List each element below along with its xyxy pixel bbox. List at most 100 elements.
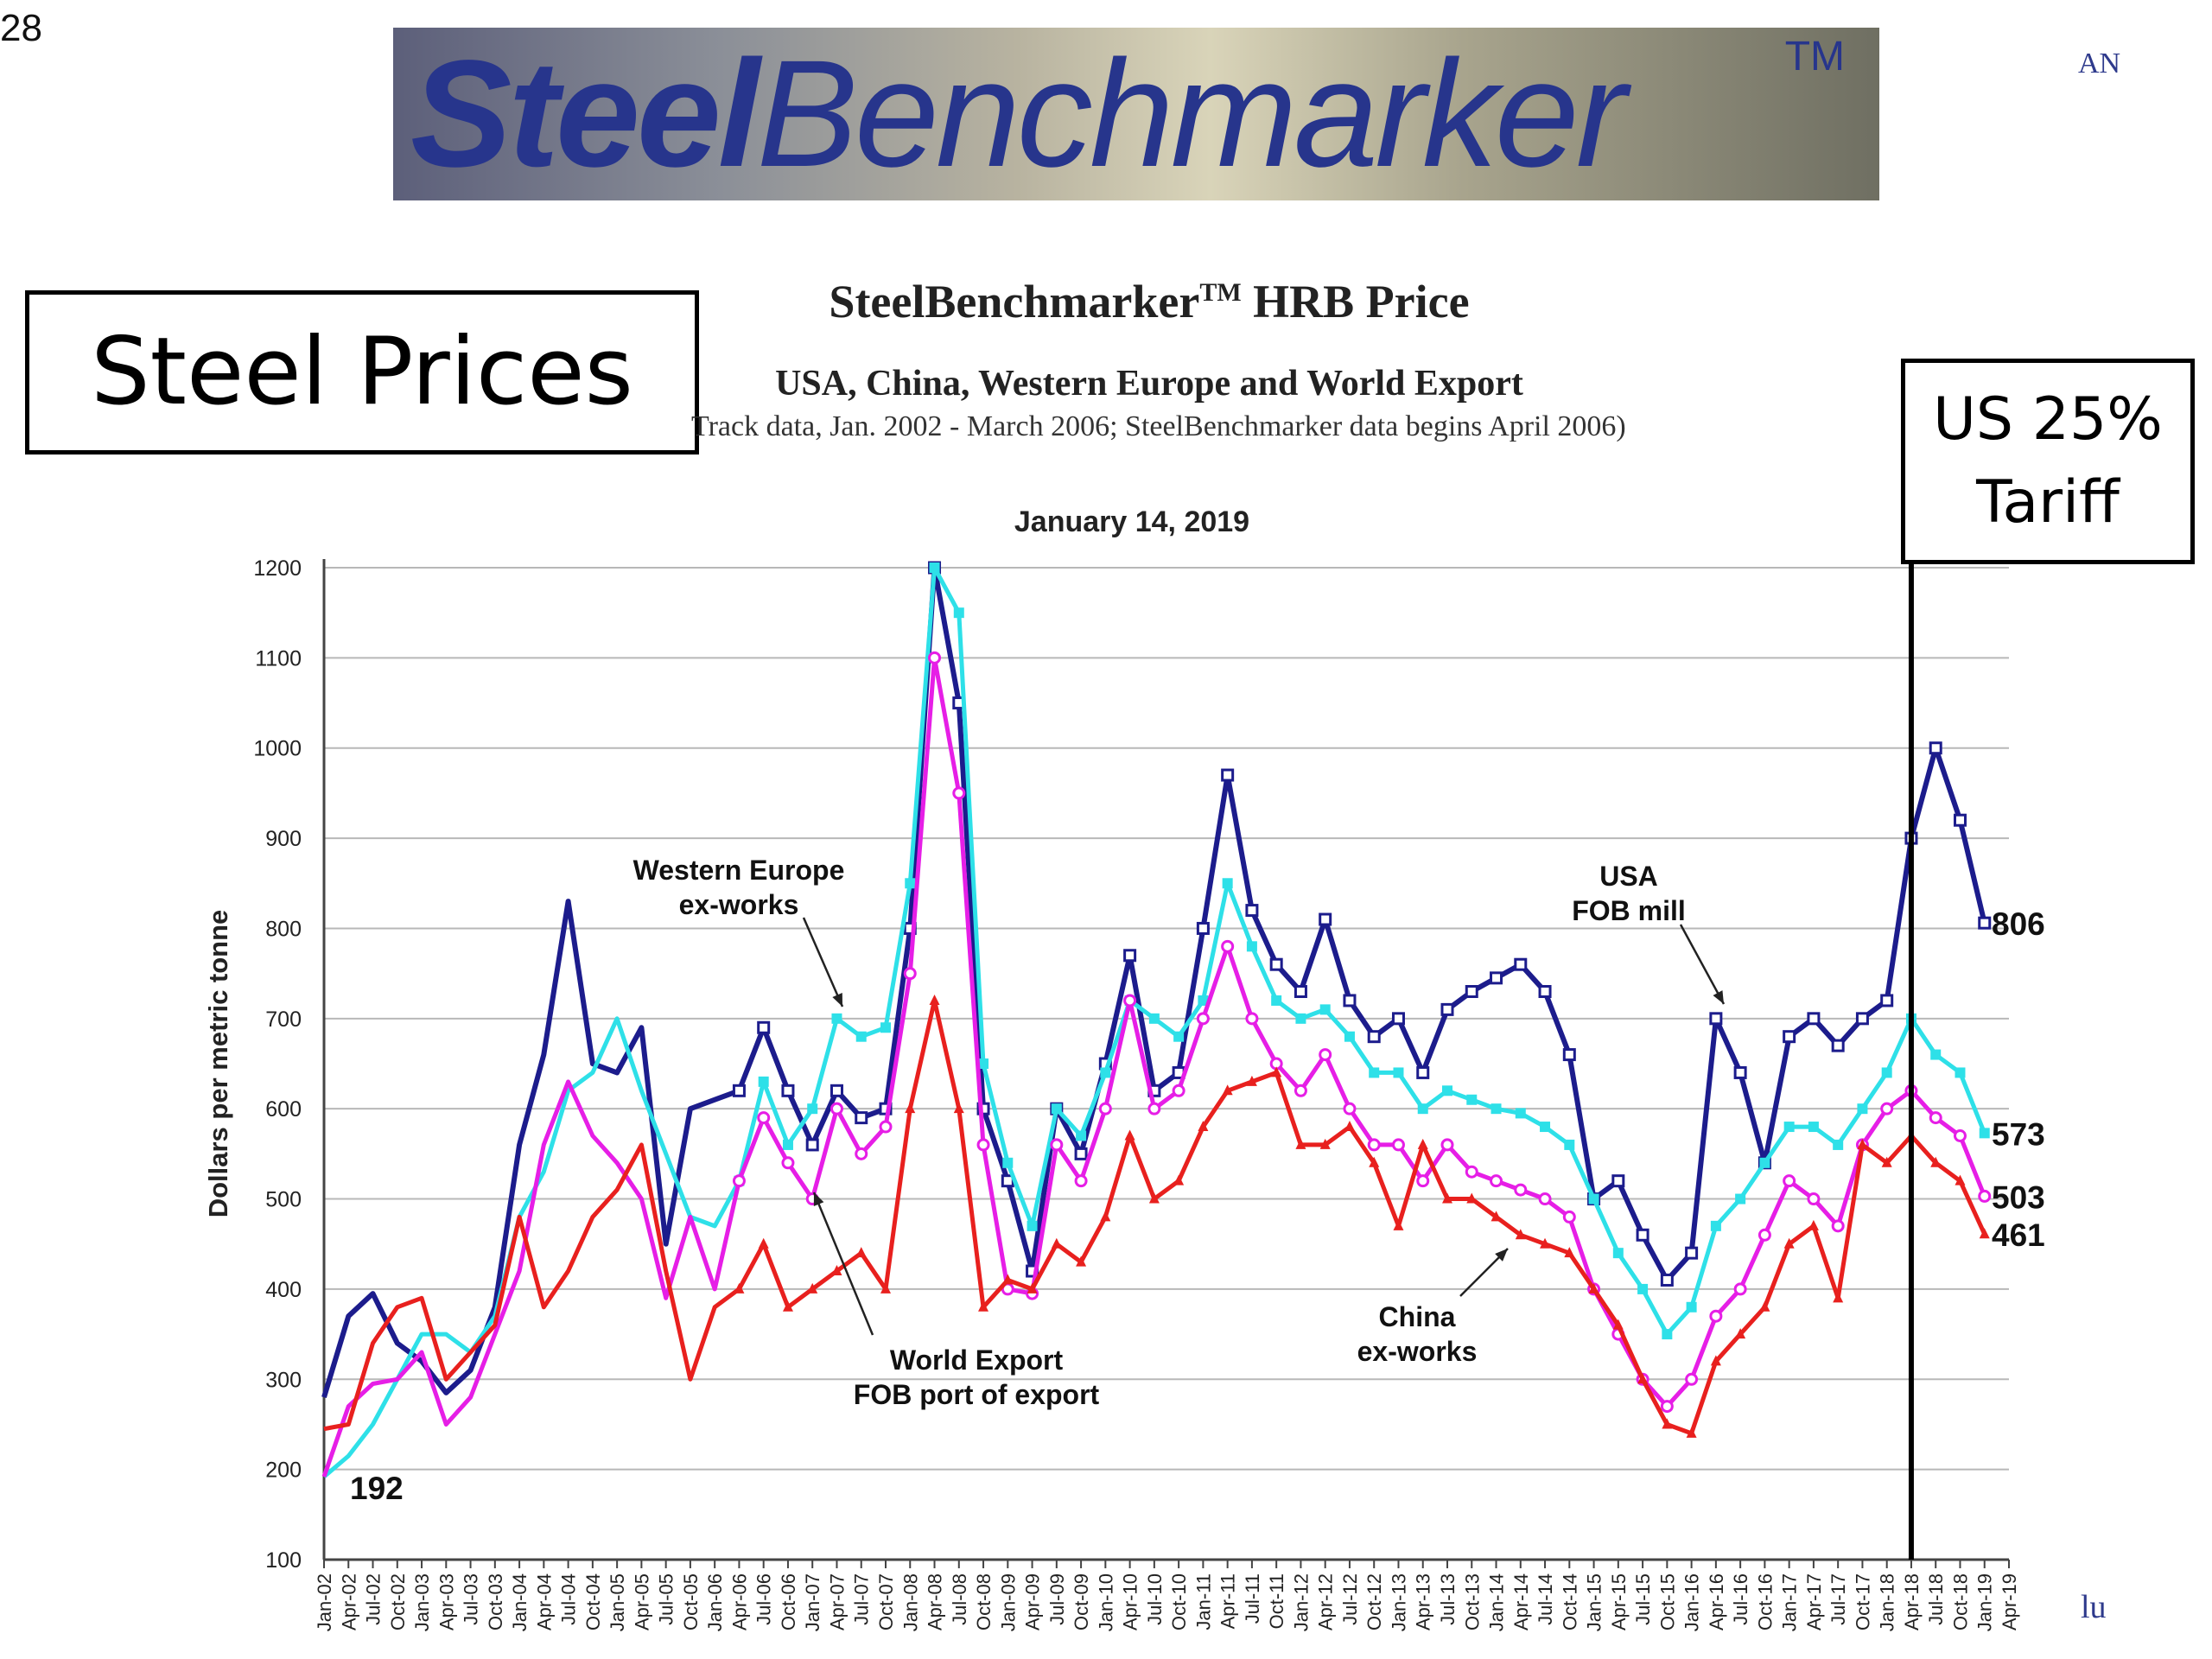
data-point bbox=[1953, 813, 1967, 827]
x-tick-label: Jul-14 bbox=[1535, 1573, 1556, 1625]
chart-title-tm: TM bbox=[1199, 278, 1242, 307]
x-tick-label: Oct-17 bbox=[1852, 1573, 1873, 1630]
logo-regular-part: Benchmarker bbox=[756, 29, 1627, 199]
x-tick-label: Jan-11 bbox=[1192, 1573, 1214, 1630]
data-point bbox=[1246, 1075, 1257, 1086]
data-point bbox=[1148, 1192, 1160, 1204]
y-axis-label: Dollars per metric tonne bbox=[203, 910, 233, 1218]
y-tick-label: 200 bbox=[265, 1459, 302, 1483]
annotation-arrow bbox=[802, 917, 844, 1007]
data-point bbox=[1319, 912, 1332, 926]
annotation-label: ex-works bbox=[1357, 1336, 1478, 1367]
data-point bbox=[1098, 1102, 1112, 1116]
y-tick-label: 900 bbox=[265, 827, 302, 851]
data-point bbox=[903, 967, 917, 981]
data-point bbox=[1222, 1084, 1233, 1096]
x-tick-label: Oct-08 bbox=[973, 1573, 995, 1630]
data-point bbox=[1979, 1228, 1990, 1239]
x-tick-label: Oct-12 bbox=[1363, 1573, 1385, 1630]
x-tick-label: Oct-14 bbox=[1559, 1573, 1580, 1630]
data-point bbox=[1393, 1067, 1404, 1078]
data-point bbox=[1978, 916, 1992, 930]
data-point bbox=[1515, 1229, 1526, 1240]
data-point bbox=[1833, 1139, 1844, 1150]
data-point bbox=[1783, 1030, 1796, 1044]
x-tick-label: Apr-19 bbox=[1999, 1573, 2020, 1630]
data-point bbox=[805, 1138, 819, 1152]
data-point bbox=[953, 1103, 964, 1114]
data-point bbox=[929, 994, 940, 1005]
y-tick-label: 700 bbox=[265, 1007, 302, 1032]
x-tick-label: Oct-18 bbox=[1949, 1573, 1971, 1630]
data-point bbox=[1759, 1300, 1770, 1312]
chart-title-base: SteelBenchmarker bbox=[829, 276, 1200, 327]
x-tick-label: Jul-13 bbox=[1437, 1573, 1459, 1625]
data-point bbox=[1295, 1138, 1306, 1149]
x-tick-label: Oct-04 bbox=[582, 1573, 604, 1630]
data-point bbox=[782, 1300, 793, 1312]
data-point bbox=[1955, 1067, 1966, 1078]
data-point bbox=[1538, 985, 1552, 999]
data-point bbox=[1295, 1013, 1306, 1024]
data-point bbox=[1783, 1122, 1795, 1133]
x-tick-label: Oct-09 bbox=[1071, 1573, 1092, 1630]
x-tick-label: Apr-14 bbox=[1510, 1573, 1532, 1630]
data-point bbox=[1076, 1255, 1087, 1267]
data-point bbox=[1709, 1012, 1723, 1026]
data-point bbox=[1100, 1067, 1111, 1078]
data-point bbox=[1050, 1138, 1064, 1152]
x-tick-label: Jul-09 bbox=[1046, 1573, 1068, 1625]
x-tick-label: Jan-04 bbox=[509, 1573, 531, 1631]
y-tick-label: 1100 bbox=[255, 646, 302, 671]
data-point bbox=[1245, 904, 1259, 918]
x-tick-label: Jan-12 bbox=[1290, 1573, 1312, 1631]
data-point bbox=[1538, 1192, 1552, 1206]
data-point bbox=[1417, 1138, 1428, 1149]
series-line-usa-fob-mill bbox=[321, 565, 1987, 1398]
data-point bbox=[1930, 1049, 1942, 1060]
logo-wordmark: SteelBenchmarker bbox=[410, 36, 1626, 192]
annotation-arrowhead bbox=[1713, 990, 1724, 1004]
corner-fragment-bottom: lu bbox=[2081, 1589, 2107, 1625]
data-point bbox=[1246, 941, 1257, 952]
tariff-label-line2: Tariff bbox=[1976, 468, 2120, 537]
data-point bbox=[1343, 1102, 1357, 1116]
data-point bbox=[1612, 1248, 1624, 1259]
y-tick-label: 500 bbox=[265, 1188, 302, 1212]
data-point bbox=[1245, 1012, 1259, 1026]
data-point bbox=[928, 651, 942, 664]
data-point bbox=[807, 1282, 818, 1294]
steelbenchmarker-logo: SteelBenchmarker TM bbox=[393, 28, 1879, 200]
data-point bbox=[1953, 1128, 1967, 1142]
x-tick-label: Jan-07 bbox=[802, 1573, 823, 1631]
data-point bbox=[1271, 1066, 1282, 1077]
x-tick-label: Oct-11 bbox=[1266, 1573, 1287, 1629]
data-point bbox=[830, 1102, 843, 1116]
chart-title-rest: HRB Price bbox=[1253, 276, 1470, 327]
data-point bbox=[905, 1103, 916, 1114]
data-point bbox=[1588, 1282, 1599, 1294]
data-point bbox=[1393, 1219, 1404, 1230]
annotation-arrowhead bbox=[1495, 1249, 1508, 1262]
x-tick-label: Jul-02 bbox=[363, 1573, 385, 1625]
data-point bbox=[880, 1282, 891, 1294]
data-point bbox=[1027, 1220, 1038, 1231]
data-point bbox=[1783, 1237, 1795, 1249]
data-point bbox=[1686, 1301, 1697, 1313]
data-point bbox=[1979, 1128, 1990, 1139]
data-point bbox=[1514, 1183, 1528, 1197]
x-tick-label: Jul-07 bbox=[851, 1573, 873, 1625]
x-tick-label: Apr-12 bbox=[1315, 1573, 1337, 1630]
x-tick-label: Oct-06 bbox=[778, 1573, 799, 1630]
data-point bbox=[1076, 1130, 1087, 1141]
x-tick-label: Apr-09 bbox=[1022, 1573, 1044, 1630]
data-point bbox=[1221, 768, 1235, 782]
data-point bbox=[1147, 1102, 1161, 1116]
x-tick-label: Jul-04 bbox=[558, 1573, 580, 1625]
x-tick-label: Jul-15 bbox=[1632, 1573, 1654, 1625]
x-tick-label: Apr-08 bbox=[925, 1573, 946, 1630]
chart-title: SteelBenchmarkerTM HRB Price bbox=[691, 275, 1607, 328]
steel-prices-label: Steel Prices bbox=[25, 290, 699, 454]
x-tick-label: Apr-03 bbox=[435, 1573, 457, 1630]
data-point bbox=[905, 878, 916, 889]
